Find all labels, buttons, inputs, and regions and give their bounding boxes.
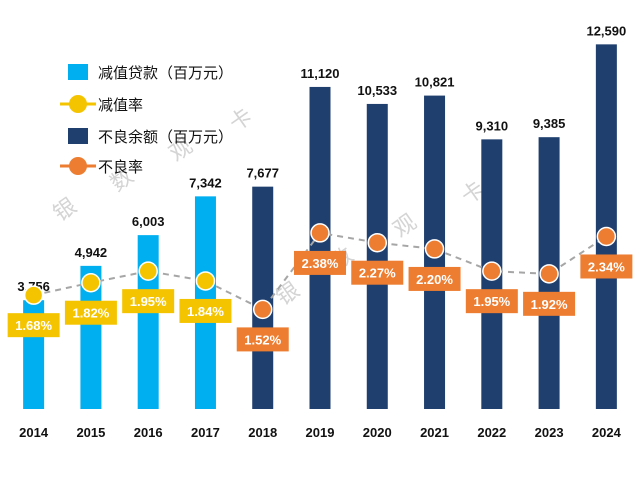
legend-label: 减值率 — [98, 96, 143, 114]
rate-value-label: 1.68% — [15, 318, 52, 333]
legend-label: 不良余额（百万元） — [98, 128, 233, 146]
rate-marker — [310, 223, 330, 243]
legend-swatch-marker — [69, 157, 87, 175]
rate-value-label: 1.92% — [531, 297, 568, 312]
bar-value-label: 7,342 — [189, 175, 222, 190]
x-tick-label: 2024 — [592, 425, 622, 440]
rate-marker — [138, 261, 158, 281]
legend-swatch-marker — [69, 95, 87, 113]
rate-marker — [252, 299, 273, 320]
x-tick-label: 2016 — [134, 425, 163, 440]
rate-labels-layer: 1.68% 1.82% 1.95% 1.84% 1.52% 2.38% 2.27% 2.20%… — [7, 250, 633, 352]
rate-label-box — [179, 298, 232, 323]
bar — [595, 44, 617, 410]
rate-label-box — [523, 291, 576, 316]
rate-marker — [81, 272, 101, 293]
bar-value-label: 12,590 — [586, 23, 626, 38]
bar-value-label: 10,821 — [415, 75, 455, 90]
bar-value-label: 11,120 — [300, 66, 339, 81]
rate-value-label: 1.95% — [473, 294, 510, 309]
bar-value-label: 9,385 — [533, 116, 566, 131]
x-tick-label: 2019 — [306, 425, 335, 440]
x-tick-label: 2022 — [477, 425, 506, 440]
x-tick-label: 2023 — [535, 425, 564, 440]
bar-value-label: 10,533 — [357, 83, 397, 98]
rate-marker — [23, 285, 44, 305]
rate-marker — [367, 232, 388, 253]
watermark-char: 银 — [49, 194, 81, 227]
bar-value-label: 6,003 — [132, 214, 165, 229]
rate-marker — [424, 239, 445, 259]
rate-label-box — [465, 289, 518, 314]
rate-marker — [195, 271, 216, 291]
x-tick-label: 2014 — [19, 425, 49, 440]
rate-value-label: 1.82% — [72, 306, 109, 321]
rate-label-box — [408, 266, 461, 291]
legend-label: 不良率 — [98, 158, 143, 176]
x-tick-label: 2018 — [248, 425, 277, 440]
rate-marker — [482, 261, 502, 281]
rate-value-label: 2.34% — [588, 259, 625, 274]
bar — [137, 235, 159, 409]
rate-value-label: 2.27% — [359, 266, 396, 281]
rate-value-label: 1.95% — [130, 294, 167, 309]
bar — [309, 86, 331, 409]
x-tick-label: 2017 — [191, 425, 220, 440]
x-axis-labels: 2014 2015 2016 2017 2018 2019 2020 2021 2022 2023… — [19, 425, 621, 440]
bar-value-label: 4,942 — [75, 245, 108, 260]
rate-label-box — [64, 300, 117, 325]
rate-label-box — [236, 327, 289, 352]
bar-labels-layer: 3,7564,9426,0037,3427,67711,12010,53310,… — [17, 23, 626, 294]
rate-value-label: 1.52% — [244, 332, 281, 347]
rate-label-box — [580, 254, 633, 279]
rate-value-label: 2.38% — [302, 256, 339, 271]
watermark-char: 银 — [272, 278, 304, 311]
rate-markers-layer — [23, 223, 617, 320]
bar — [366, 103, 388, 410]
rate-label-box — [122, 289, 175, 314]
bar — [252, 186, 274, 409]
rate-value-label: 1.84% — [187, 304, 224, 319]
rate-label-box — [7, 313, 60, 338]
rate-marker — [539, 264, 559, 284]
x-tick-label: 2021 — [420, 425, 449, 440]
bar-value-label: 9,310 — [476, 118, 509, 133]
rate-marker — [596, 226, 617, 247]
rate-value-label: 2.20% — [416, 272, 453, 287]
bar-value-label: 7,677 — [246, 166, 279, 181]
legend-swatch-bar — [68, 128, 88, 144]
rate-label-box — [351, 260, 404, 285]
x-tick-label: 2015 — [76, 425, 105, 440]
x-tick-label: 2020 — [363, 425, 392, 440]
legend-label: 减值贷款（百万元） — [98, 64, 233, 82]
rate-label-box — [294, 250, 346, 275]
watermark-char: 观 — [389, 210, 421, 243]
legend-swatch-bar — [68, 64, 88, 80]
